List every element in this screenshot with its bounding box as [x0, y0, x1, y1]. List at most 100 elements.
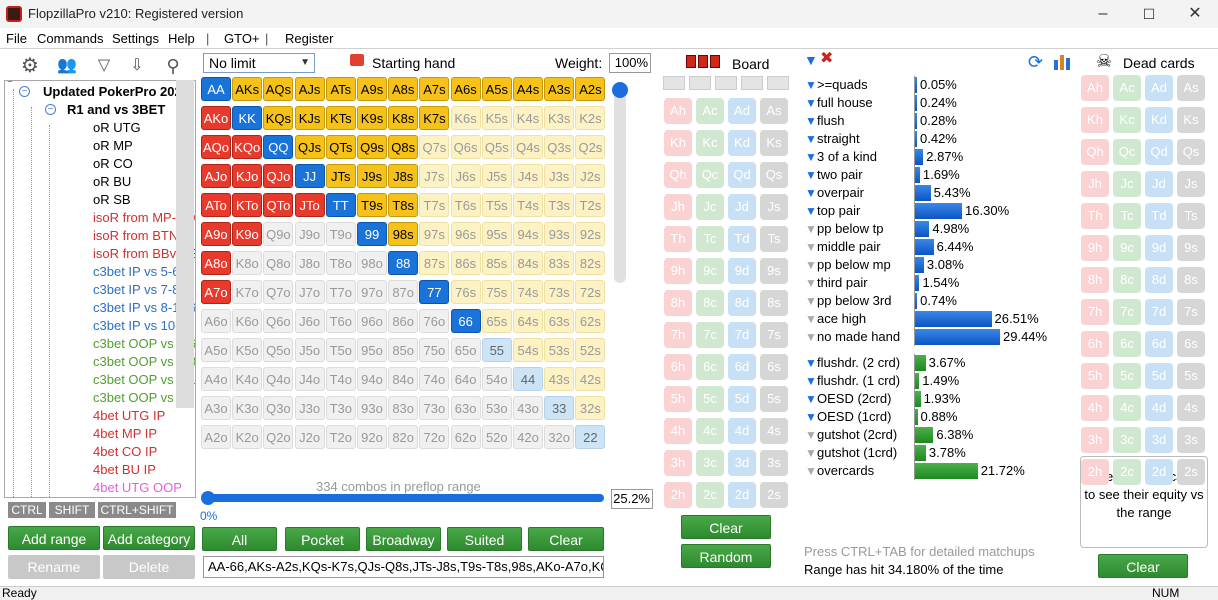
- board-clear-button[interactable]: Clear: [681, 515, 771, 539]
- hand-cell-85o[interactable]: 85o: [388, 338, 419, 362]
- minimize-button[interactable]: –: [1098, 5, 1108, 22]
- hand-cell-42s[interactable]: 42s: [575, 367, 606, 391]
- menu-gto[interactable]: GTO+: [224, 31, 260, 46]
- hand-cell-96o[interactable]: 96o: [357, 309, 387, 333]
- hand-cell-QJo[interactable]: QJo: [263, 164, 294, 188]
- hand-cell-K6o[interactable]: K6o: [232, 309, 263, 333]
- board-card-6h[interactable]: 6h: [664, 354, 692, 380]
- hand-cell-62o[interactable]: 62o: [450, 425, 481, 449]
- hand-cell-K4s[interactable]: K4s: [513, 106, 543, 130]
- hand-cell-62s[interactable]: 62s: [575, 309, 606, 333]
- hand-cell-63s[interactable]: 63s: [544, 309, 575, 333]
- hit-category-label[interactable]: overcards: [817, 463, 875, 478]
- hand-cell-A8o[interactable]: A8o: [201, 251, 231, 275]
- hand-cell-KQs[interactable]: KQs: [263, 106, 294, 130]
- all-button[interactable]: All: [202, 527, 277, 551]
- hand-cell-65s[interactable]: 65s: [481, 309, 512, 333]
- hand-cell-T8o[interactable]: T8o: [325, 251, 356, 275]
- hand-cell-53s[interactable]: 53s: [544, 338, 575, 362]
- collapse-icon[interactable]: −: [19, 86, 30, 97]
- hand-cell-A9o[interactable]: A9o: [201, 222, 231, 246]
- hand-cell-J2o[interactable]: J2o: [294, 425, 325, 449]
- hand-cell-52s[interactable]: 52s: [575, 338, 606, 362]
- hit-category-label[interactable]: two pair: [817, 167, 863, 182]
- board-card-Kc[interactable]: Kc: [696, 130, 724, 156]
- tree-item[interactable]: 4bet BU IP: [93, 462, 156, 477]
- hit-category-label[interactable]: 3 of a kind: [817, 149, 877, 164]
- filter-toggle-icon[interactable]: ▼: [805, 446, 817, 460]
- board-card-5h[interactable]: 5h: [664, 386, 692, 412]
- tree-item[interactable]: c3bet IP vs 8-10%: [93, 300, 196, 315]
- dead-card-2s[interactable]: 2s: [1177, 459, 1205, 485]
- hand-cell-92s[interactable]: 92s: [575, 222, 606, 246]
- dead-card-Jc[interactable]: Jc: [1113, 171, 1141, 197]
- filter-toggle-icon[interactable]: ▼: [805, 294, 817, 308]
- tree-item[interactable]: c3bet OOP vs 12: [93, 390, 192, 405]
- settings-gear-icon[interactable]: ⚙: [21, 55, 39, 77]
- board-card-3d[interactable]: 3d: [728, 450, 756, 476]
- hit-category-label[interactable]: no made hand: [817, 329, 901, 344]
- board-card-8d[interactable]: 8d: [728, 290, 756, 316]
- hand-cell-AJs[interactable]: AJs: [294, 77, 325, 101]
- filter-toggle-icon[interactable]: ▼: [805, 96, 817, 110]
- hand-cell-A8s[interactable]: A8s: [388, 77, 419, 101]
- hand-cell-A3s[interactable]: A3s: [544, 77, 575, 101]
- hand-cell-QQ[interactable]: QQ: [263, 135, 294, 159]
- weight-input[interactable]: 100%: [609, 53, 651, 73]
- tree-item[interactable]: 4bet UTG OOP: [93, 480, 182, 495]
- hand-cell-Q5o[interactable]: Q5o: [263, 338, 294, 362]
- hand-cell-A5s[interactable]: A5s: [481, 77, 512, 101]
- hand-cell-97s[interactable]: 97s: [419, 222, 450, 246]
- board-card-Kh[interactable]: Kh: [664, 130, 692, 156]
- tree-item[interactable]: oR UTG: [93, 120, 141, 135]
- dead-card-2h[interactable]: 2h: [1081, 459, 1109, 485]
- hand-cell-KTo[interactable]: KTo: [232, 193, 263, 217]
- hand-cell-TT[interactable]: TT: [325, 193, 356, 217]
- tree-item[interactable]: isoR from BTN-B: [93, 228, 192, 243]
- hand-cell-77[interactable]: 77: [419, 280, 450, 304]
- filter-toggle-icon[interactable]: ▼: [805, 222, 817, 236]
- broadway-button[interactable]: Broadway: [366, 527, 441, 551]
- hand-cell-T2s[interactable]: T2s: [575, 193, 606, 217]
- hand-cell-K9s[interactable]: K9s: [357, 106, 387, 130]
- hand-cell-A5o[interactable]: A5o: [201, 338, 231, 362]
- filter-toggle-icon[interactable]: ▼: [805, 78, 817, 92]
- tree-item[interactable]: c3bet OOP vs 8-1: [93, 372, 196, 387]
- hand-cell-42o[interactable]: 42o: [513, 425, 543, 449]
- hand-cell-Q8s[interactable]: Q8s: [388, 135, 419, 159]
- ctrl-key[interactable]: CTRL: [8, 502, 46, 518]
- dead-card-8d[interactable]: 8d: [1145, 267, 1173, 293]
- hand-cell-J6o[interactable]: J6o: [294, 309, 325, 333]
- filter-icon[interactable]: ▼: [804, 52, 818, 68]
- hand-cell-Q4o[interactable]: Q4o: [263, 367, 294, 391]
- board-card-7c[interactable]: 7c: [696, 322, 724, 348]
- board-card-3s[interactable]: 3s: [760, 450, 788, 476]
- hand-cell-K2o[interactable]: K2o: [232, 425, 263, 449]
- dead-card-Tc[interactable]: Tc: [1113, 203, 1141, 229]
- hand-cell-T7s[interactable]: T7s: [419, 193, 450, 217]
- hand-cell-J3s[interactable]: J3s: [544, 164, 575, 188]
- hand-cell-52o[interactable]: 52o: [481, 425, 512, 449]
- dead-card-7h[interactable]: 7h: [1081, 299, 1109, 325]
- collapse-icon[interactable]: −: [5, 81, 15, 82]
- hit-category-label[interactable]: gutshot (1crd): [817, 445, 898, 460]
- range-slider-track[interactable]: [206, 494, 604, 502]
- tree-item[interactable]: c3bet OOP vs 5-6: [93, 336, 196, 351]
- hand-cell-AKo[interactable]: AKo: [201, 106, 231, 130]
- hand-cell-J2s[interactable]: J2s: [575, 164, 606, 188]
- hand-cell-K8s[interactable]: K8s: [388, 106, 419, 130]
- hand-cell-A3o[interactable]: A3o: [201, 396, 231, 420]
- tree-item[interactable]: c3bet IP vs 10-15: [93, 318, 194, 333]
- board-slot-5[interactable]: [767, 76, 789, 90]
- board-card-Jh[interactable]: Jh: [664, 194, 692, 220]
- hand-cell-33[interactable]: 33: [544, 396, 575, 420]
- hand-cell-94o[interactable]: 94o: [357, 367, 387, 391]
- board-card-7h[interactable]: 7h: [664, 322, 692, 348]
- hand-cell-73o[interactable]: 73o: [419, 396, 450, 420]
- dead-card-Ts[interactable]: Ts: [1177, 203, 1205, 229]
- board-card-4s[interactable]: 4s: [760, 418, 788, 444]
- dead-card-9s[interactable]: 9s: [1177, 235, 1205, 261]
- tree-item[interactable]: isoR from BBvsSB: [93, 246, 196, 261]
- board-card-Tc[interactable]: Tc: [696, 226, 724, 252]
- bar-chart-icon[interactable]: [1054, 54, 1072, 70]
